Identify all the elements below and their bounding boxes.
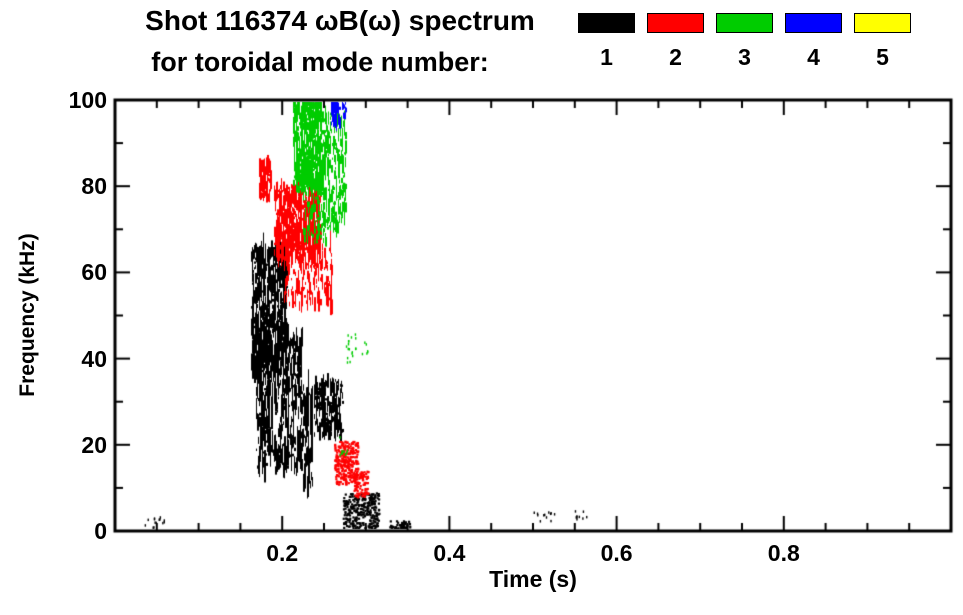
y-tick-label: 20 bbox=[81, 431, 107, 458]
y-tick-label: 100 bbox=[68, 87, 107, 113]
y-tick-label: 80 bbox=[81, 173, 107, 200]
y-tick-label: 40 bbox=[81, 345, 107, 372]
x-tick-label: 0.2 bbox=[266, 540, 299, 566]
y-tick-label: 0 bbox=[94, 518, 107, 544]
x-axis-label: Time (s) bbox=[489, 566, 577, 592]
y-tick-label: 60 bbox=[81, 259, 107, 286]
x-tick-label: 0.4 bbox=[433, 540, 466, 566]
x-tick-label: 0.6 bbox=[600, 540, 633, 566]
x-tick-label: 0.8 bbox=[767, 540, 800, 566]
